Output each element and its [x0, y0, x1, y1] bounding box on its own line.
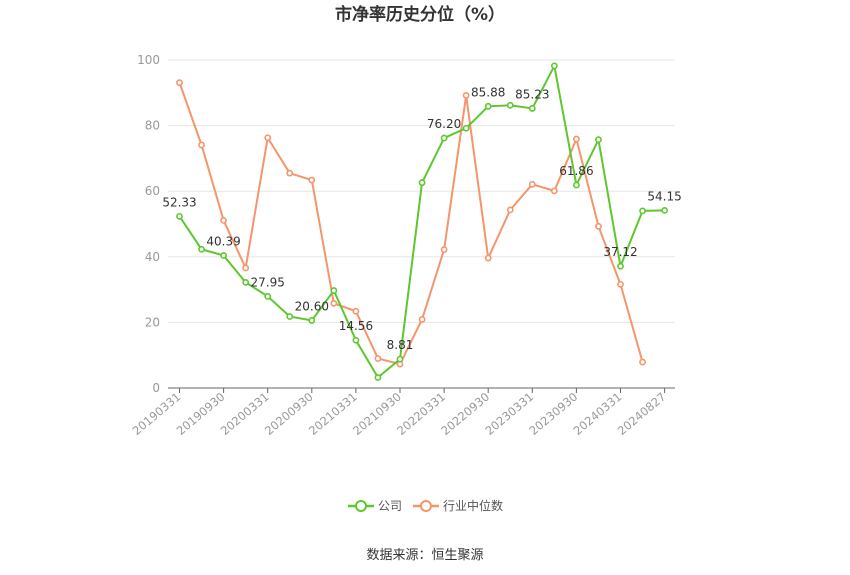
data-point-0[interactable]: [595, 136, 602, 144]
y-tick-label: 40: [145, 250, 160, 264]
data-point-1[interactable]: [484, 254, 492, 262]
data-point-0[interactable]: [374, 374, 382, 381]
y-axis: 0 20 40 60 80 100: [137, 53, 160, 395]
data-point-0[interactable]: [639, 207, 646, 215]
data-point-0[interactable]: [418, 179, 426, 187]
legend-label-company: 公司: [378, 499, 402, 513]
data-point-1[interactable]: [528, 180, 536, 188]
legend-item-industry-median[interactable]: 行业中位数: [413, 498, 503, 513]
data-point-1[interactable]: [308, 176, 316, 184]
data-point-1[interactable]: [220, 216, 227, 224]
series-layer: [176, 62, 668, 381]
data-point-1[interactable]: [352, 307, 360, 315]
data-label: 37.12: [603, 245, 637, 259]
data-label: 27.95: [251, 275, 285, 289]
data-point-0[interactable]: [617, 262, 624, 270]
legend-item-company[interactable]: 公司: [348, 499, 402, 513]
data-label: 14.56: [339, 319, 373, 333]
data-point-1[interactable]: [286, 169, 294, 177]
x-tick-label: 20240827: [615, 390, 669, 438]
legend[interactable]: 公司 行业中位数: [348, 498, 503, 513]
data-point-0[interactable]: [396, 355, 404, 363]
legend-label-industry-median: 行业中位数: [443, 498, 503, 513]
data-point-1[interactable]: [242, 264, 250, 272]
data-point-0[interactable]: [462, 124, 470, 132]
data-point-0[interactable]: [661, 206, 668, 214]
data-point-1[interactable]: [374, 355, 382, 362]
data-point-1[interactable]: [264, 134, 272, 142]
data-point-1[interactable]: [639, 358, 646, 366]
legend-marker-industry-median: [420, 500, 432, 512]
data-point-1[interactable]: [418, 316, 426, 323]
data-point-0[interactable]: [308, 317, 316, 324]
data-point-0[interactable]: [264, 292, 272, 300]
data-point-1[interactable]: [176, 79, 183, 87]
y-tick-label: 0: [152, 381, 160, 395]
data-point-0[interactable]: [440, 134, 448, 142]
data-point-0[interactable]: [220, 252, 227, 259]
y-tick-label: 60: [145, 184, 160, 198]
source-note: 数据来源：恒生聚源: [366, 548, 483, 563]
data-point-0[interactable]: [176, 212, 183, 220]
data-point-1[interactable]: [440, 246, 448, 253]
data-point-1[interactable]: [550, 187, 558, 195]
data-point-1[interactable]: [573, 135, 580, 143]
data-point-1[interactable]: [198, 141, 205, 149]
data-label: 85.23: [515, 87, 549, 101]
y-tick-label: 20: [145, 315, 160, 329]
legend-marker-company: [355, 500, 367, 512]
data-label: 54.15: [647, 189, 681, 203]
data-point-0[interactable]: [352, 336, 360, 344]
data-label: 20.60: [295, 299, 329, 313]
y-tick-label: 100: [137, 53, 160, 67]
data-point-0[interactable]: [484, 102, 492, 110]
data-point-1[interactable]: [330, 299, 338, 307]
y-tick-label: 80: [145, 119, 160, 133]
data-point-1[interactable]: [617, 280, 624, 288]
data-label: 61.86: [559, 164, 593, 178]
data-point-0[interactable]: [198, 245, 205, 253]
data-point-0[interactable]: [330, 287, 338, 294]
data-label: 8.81: [387, 338, 414, 352]
data-point-0[interactable]: [550, 62, 558, 70]
data-point-0[interactable]: [528, 105, 536, 112]
data-point-0[interactable]: [242, 278, 250, 286]
data-point-0[interactable]: [573, 181, 580, 189]
data-label: 76.20: [427, 117, 461, 131]
series-line-0: [178, 64, 665, 379]
x-axis: 2019033120190930202003312020093020210331…: [130, 387, 675, 438]
data-point-1[interactable]: [462, 92, 470, 99]
data-label: 85.88: [471, 85, 505, 99]
data-label: 40.39: [206, 235, 240, 249]
data-point-0[interactable]: [286, 313, 294, 320]
data-point-1[interactable]: [595, 222, 602, 230]
chart-title: 市净率历史分位（%）: [335, 4, 505, 25]
series-line-1: [178, 82, 644, 366]
data-labels: 52.33 40.39 27.95 20.60 14.56 8.81 76.20 85.88 8…: [162, 85, 681, 352]
data-point-0[interactable]: [506, 101, 514, 109]
data-point-1[interactable]: [506, 206, 514, 214]
data-label: 52.33: [162, 195, 196, 209]
